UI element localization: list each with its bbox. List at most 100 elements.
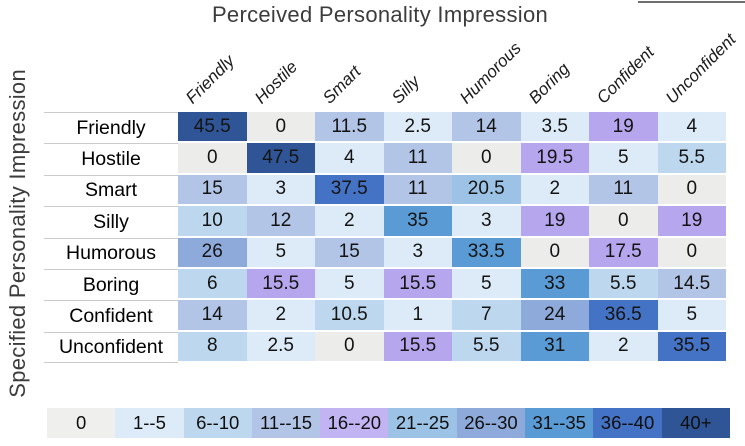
heatmap-cell: 35.5 — [657, 331, 726, 362]
heatmap-row-confident: 14 2 10.5 1 7 24 36.5 5 — [178, 300, 726, 330]
heatmap-cell: 33.5 — [452, 237, 521, 267]
heatmap-cell: 7 — [452, 300, 521, 330]
heatmap-cell: 36.5 — [589, 300, 658, 330]
row-label-silly: Silly — [44, 206, 178, 238]
heatmap-cell: 5 — [246, 237, 315, 267]
row-label-unconfident: Unconfident — [44, 331, 178, 364]
heatmap-cell: 15 — [178, 174, 247, 205]
heatmap-row-friendly: 45.5 0 11.5 2.5 14 3.5 19 4 — [178, 112, 726, 142]
heatmap-row-smart: 15 3 37.5 11 20.5 2 11 0 — [178, 174, 726, 205]
legend-swatch-0: 0 — [47, 408, 116, 438]
heatmap-cell: 0 — [520, 237, 589, 267]
column-header-humorous: Humorous — [456, 38, 525, 108]
heatmap-cell: 10 — [178, 206, 247, 236]
heatmap-cell: 5 — [452, 268, 521, 299]
heatmap-cell: 19 — [589, 112, 658, 142]
heatmap-cell: 4 — [315, 143, 384, 173]
heatmap-cell: 5 — [657, 300, 726, 330]
heatmap-cell: 11.5 — [315, 112, 384, 142]
heatmap-cell: 14 — [452, 112, 521, 142]
heatmap-cell: 0 — [315, 331, 384, 362]
top-edge-line — [638, 1, 745, 3]
heatmap-grid: 45.5 0 11.5 2.5 14 3.5 19 4 0 47.5 4 11 0 19.5 5 5.5 15 3… — [178, 112, 726, 363]
column-header-smart: Smart — [319, 61, 365, 108]
heatmap-cell: 15.5 — [383, 268, 452, 299]
heatmap-cell: 8 — [178, 331, 247, 362]
column-header-unconfident: Unconfident — [661, 29, 740, 108]
heatmap-cell: 37.5 — [315, 174, 384, 205]
heatmap-cell: 24 — [520, 300, 589, 330]
column-header-hostile: Hostile — [250, 57, 301, 108]
y-axis-title-text: Specified Personality Impression — [5, 68, 30, 398]
heatmap-cell: 0 — [657, 174, 726, 205]
heatmap-cell: 11 — [589, 174, 658, 205]
heatmap-cell: 1 — [383, 300, 452, 330]
heatmap-cell: 19 — [657, 206, 726, 236]
row-label-hostile: Hostile — [44, 143, 178, 175]
heatmap-cell: 5 — [589, 143, 658, 173]
legend-swatch-16-20: 16--20 — [320, 408, 389, 438]
heatmap-row-silly: 10 12 2 35 3 19 0 19 — [178, 206, 726, 236]
heatmap-cell: 33 — [520, 268, 589, 299]
heatmap-cell: 2.5 — [383, 112, 452, 142]
legend-swatch-31-35: 31--35 — [525, 408, 594, 438]
heatmap-cell: 0 — [246, 112, 315, 142]
row-label-boring: Boring — [44, 268, 178, 301]
heatmap-cell: 15 — [315, 237, 384, 267]
heatmap-cell: 5.5 — [589, 268, 658, 299]
heatmap-cell: 4 — [657, 112, 726, 142]
y-axis-title: Specified Personality Impression — [0, 24, 36, 442]
heatmap-cell: 2.5 — [246, 331, 315, 362]
row-labels: Friendly Hostile Smart Silly Humorous Boring C… — [44, 112, 178, 364]
legend-swatch-26-30: 26--30 — [456, 408, 526, 438]
heatmap-row-boring: 6 15.5 5 15.5 5 33 5.5 14.5 — [178, 268, 726, 299]
heatmap-cell: 2 — [520, 174, 589, 205]
color-legend: 0 1--5 6--10 11--15 16--20 21--25 26--30 31--35… — [47, 408, 730, 438]
legend-swatch-1-5: 1--5 — [115, 408, 184, 438]
column-header-confident: Confident — [593, 42, 658, 108]
heatmap-cell: 47.5 — [246, 143, 315, 173]
heatmap-cell: 26 — [178, 237, 247, 267]
heatmap-cell: 6 — [178, 268, 247, 299]
heatmap-row-humorous: 26 5 15 3 33.5 0 17.5 0 — [178, 237, 726, 267]
heatmap-cell: 10.5 — [315, 300, 384, 330]
heatmap-cell: 15.5 — [246, 268, 315, 299]
heatmap-cell: 0 — [589, 206, 658, 236]
heatmap-cell: 3 — [383, 237, 452, 267]
heatmap-cell: 20.5 — [452, 174, 521, 205]
heatmap-cell: 11 — [383, 143, 452, 173]
heatmap-cell: 14 — [178, 300, 247, 330]
heatmap-row-unconfident: 8 2.5 0 15.5 5.5 31 2 35.5 — [178, 331, 726, 362]
column-header-friendly: Friendly — [182, 51, 239, 108]
heatmap-cell: 2 — [589, 331, 658, 362]
heatmap-cell: 3 — [452, 206, 521, 236]
heatmap-cell: 5.5 — [657, 143, 726, 173]
heatmap-cell: 19 — [520, 206, 589, 236]
heatmap-cell: 5.5 — [452, 331, 521, 362]
legend-swatch-6-10: 6--10 — [183, 408, 252, 438]
heatmap-cell: 17.5 — [589, 237, 658, 267]
heatmap-cell: 0 — [657, 237, 726, 267]
heatmap-cell: 5 — [315, 268, 384, 299]
row-label-confident: Confident — [44, 300, 178, 332]
row-label-friendly: Friendly — [44, 112, 178, 144]
heatmap-row-hostile: 0 47.5 4 11 0 19.5 5 5.5 — [178, 143, 726, 173]
heatmap-cell: 0 — [452, 143, 521, 173]
heatmap-cell: 3.5 — [520, 112, 589, 142]
heatmap-cell: 31 — [520, 331, 589, 362]
heatmap-cell: 14.5 — [657, 268, 726, 299]
heatmap-cell: 45.5 — [178, 112, 247, 142]
heatmap-cell: 2 — [246, 300, 315, 330]
heatmap-cell: 35 — [383, 206, 452, 236]
chart-title: Perceived Personality Impression — [211, 2, 549, 27]
legend-swatch-36-40: 36--40 — [593, 408, 662, 438]
heatmap-cell: 2 — [315, 206, 384, 236]
heatmap-cell: 15.5 — [383, 331, 452, 362]
heatmap-cell: 19.5 — [520, 143, 589, 173]
legend-swatch-40+: 40+ — [661, 408, 730, 438]
row-label-smart: Smart — [44, 174, 178, 207]
column-header-silly: Silly — [387, 71, 423, 108]
legend-swatch-11-15: 11--15 — [251, 408, 321, 438]
row-label-humorous: Humorous — [44, 237, 178, 269]
